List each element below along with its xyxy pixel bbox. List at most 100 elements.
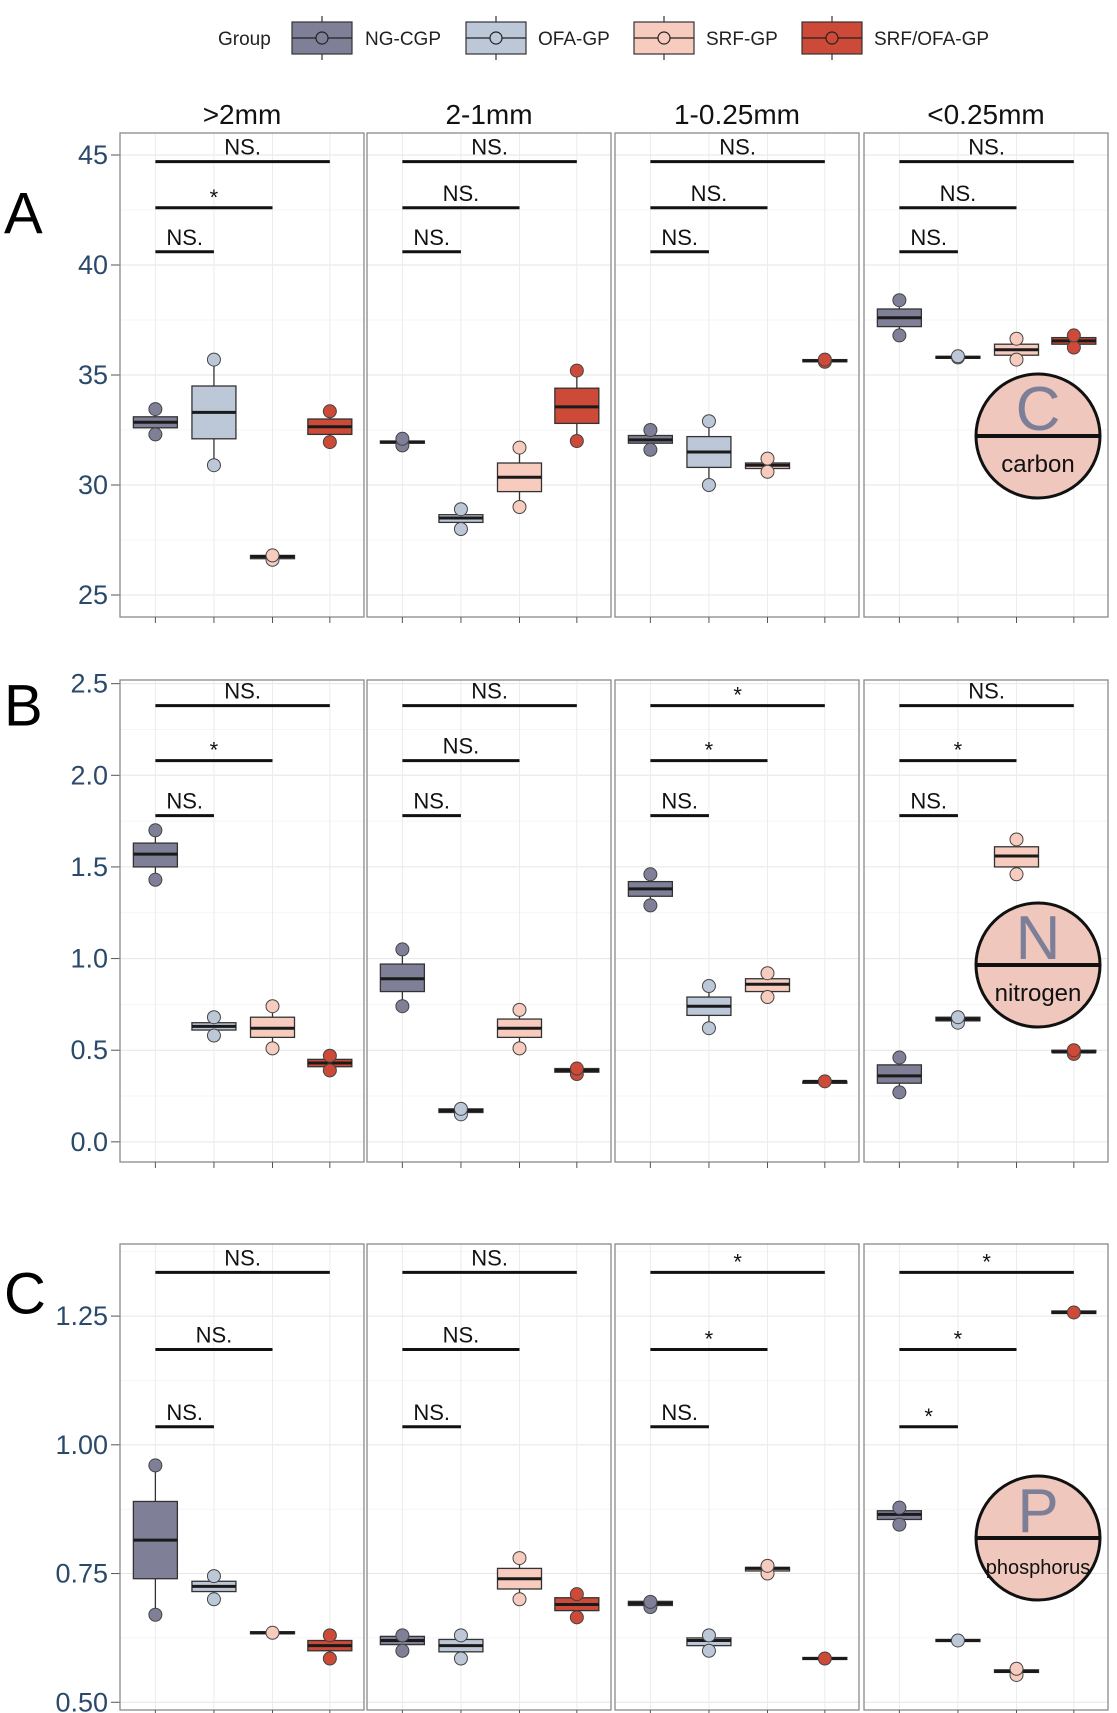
- data-point: [206, 1592, 221, 1607]
- box-ng-cgp: [627, 867, 674, 913]
- box-ng-cgp: [627, 1594, 674, 1615]
- box-ng-cgp: [132, 823, 179, 887]
- box-srf-ofa-gp: [307, 404, 353, 450]
- legend-key-point: [825, 31, 839, 45]
- box-ofa-gp: [686, 979, 732, 1036]
- legend-key-point: [489, 31, 503, 45]
- data-point: [453, 522, 468, 536]
- facet-title: 1-0.25mm: [674, 99, 800, 130]
- significance-label: NS.: [224, 679, 261, 704]
- data-point: [322, 1048, 337, 1063]
- box-ofa-gp: [191, 1569, 237, 1607]
- data-point: [760, 990, 775, 1005]
- plot-background: [120, 1244, 364, 1710]
- legend-item: OFA-GP: [465, 16, 610, 60]
- significance-label: NS.: [196, 1323, 233, 1348]
- panel-letter: A: [4, 182, 43, 247]
- y-tick-label: 0.75: [55, 1559, 108, 1589]
- box-srf-ofa-gp: [307, 1048, 353, 1078]
- significance-label: NS.: [413, 1400, 450, 1425]
- box-ofa-gp: [438, 1101, 484, 1122]
- data-point: [1009, 331, 1024, 346]
- element-name: phosphorus: [986, 1557, 1091, 1579]
- significance-label: NS.: [661, 1400, 698, 1425]
- box-srf-gp: [744, 966, 791, 1005]
- data-point: [265, 1625, 280, 1640]
- data-point: [569, 1061, 584, 1076]
- significance-label: *: [733, 1249, 742, 1274]
- data-point: [1066, 1305, 1081, 1320]
- box-ng-cgp: [132, 1458, 179, 1622]
- plot-background: [120, 680, 364, 1162]
- box-ofa-gp: [438, 502, 484, 536]
- box-srf-ofa-gp: [802, 352, 848, 369]
- data-point: [512, 1041, 527, 1056]
- significance-label: NS.: [719, 135, 756, 160]
- facet-title: >2mm: [203, 99, 282, 130]
- significance-label: NS.: [661, 789, 698, 814]
- facet-plot: NS. * *: [614, 1243, 860, 1713]
- significance-label: NS.: [661, 225, 698, 250]
- y-tick-label: 2.5: [70, 669, 108, 699]
- legend-label: OFA-GP: [538, 29, 610, 50]
- facet-plot: NS. NS. NS.: [863, 132, 1109, 623]
- plot-frame: [366, 1243, 612, 1711]
- data-point: [512, 500, 527, 514]
- data-point: [1009, 1661, 1024, 1676]
- box-srf-ofa-gp: [1051, 1305, 1097, 1320]
- data-point: [1066, 340, 1081, 355]
- data-point: [892, 1050, 907, 1065]
- box-srf-ofa-gp: [554, 1061, 600, 1082]
- significance-label: NS.: [413, 225, 450, 250]
- element-symbol: P: [1017, 1477, 1058, 1546]
- legend-item: NG-CGP: [291, 16, 441, 60]
- data-point: [817, 1074, 832, 1089]
- y-tick-label: 1.00: [55, 1430, 108, 1460]
- panel-letter: C: [4, 1262, 46, 1327]
- plot-frame: [614, 1243, 860, 1711]
- significance-label: NS.: [940, 181, 977, 206]
- plot-frame: [119, 1243, 365, 1711]
- panel-a: A2530354045NS.*NS.NS.NS.NS.NS.NS.NS.NS.N…: [4, 132, 1109, 623]
- box-ofa-gp: [191, 352, 237, 473]
- data-point: [701, 1628, 716, 1643]
- box-srf-ofa-gp: [307, 1628, 353, 1666]
- data-point: [395, 942, 410, 957]
- y-tick-label: 2.0: [70, 760, 108, 790]
- significance-label: *: [210, 738, 219, 763]
- data-point: [512, 1551, 527, 1566]
- facet-plot: NS.*NS.: [119, 132, 365, 623]
- facet-plot: NS. NS. NS.: [614, 132, 860, 623]
- significance-label: NS.: [471, 135, 508, 160]
- plot-frame: [863, 1243, 1109, 1711]
- data-point: [148, 1458, 163, 1473]
- box-ng-cgp: [379, 942, 426, 1014]
- significance-label: *: [705, 1327, 714, 1352]
- panel-letter: B: [4, 674, 43, 739]
- box-srf-gp: [249, 999, 296, 1056]
- significance-label: NS.: [413, 789, 450, 814]
- significance-label: NS.: [910, 225, 947, 250]
- box-srf-gp: [744, 451, 791, 479]
- data-point: [643, 442, 658, 457]
- significance-label: NS.: [471, 679, 508, 704]
- panel-b: B 0.0 0.5 1.0 1.5 2.0 2.5 NS. * NS. NS. NS. NS. NS. * *…: [4, 669, 1109, 1168]
- box-srf-gp: [993, 1661, 1040, 1682]
- significance-label: *: [954, 738, 963, 763]
- box-srf-gp: [993, 331, 1040, 367]
- y-tick-label: 0.50: [55, 1687, 108, 1713]
- data-point: [760, 966, 775, 981]
- plot-frame: [366, 132, 612, 618]
- facet-plot: NS. NS. NS.: [366, 1243, 612, 1713]
- box-ng-cgp: [876, 1500, 923, 1532]
- box-ofa-gp: [935, 1010, 981, 1030]
- y-tick-label: 1.5: [70, 852, 108, 882]
- data-point: [148, 823, 163, 838]
- data-point: [643, 1594, 658, 1609]
- element-name: carbon: [1001, 451, 1074, 478]
- data-point: [892, 1500, 907, 1515]
- box-srf-gp: [496, 1002, 543, 1056]
- data-point: [950, 1633, 965, 1648]
